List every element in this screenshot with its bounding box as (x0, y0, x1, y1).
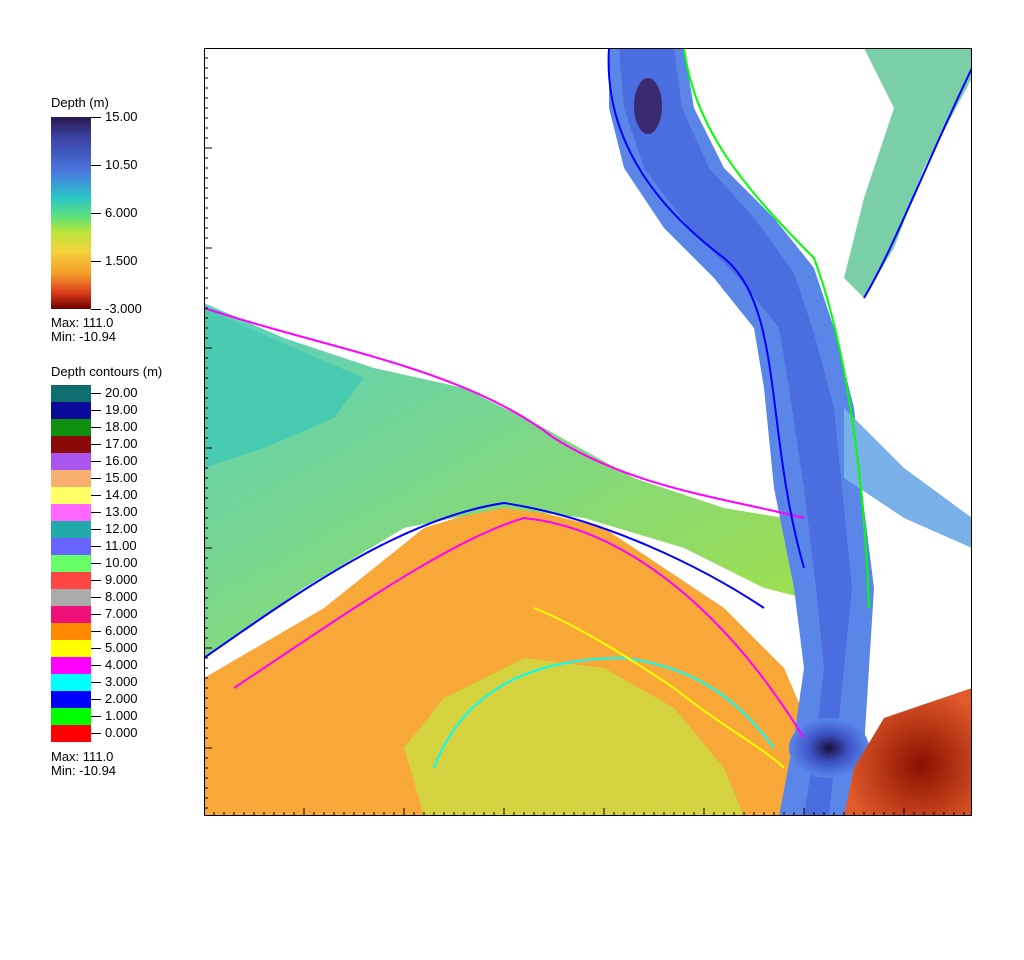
contour-swatch (51, 657, 91, 674)
contour-swatch (51, 589, 91, 606)
contour-label: 8.000 (105, 589, 138, 604)
depth-map-view[interactable] (204, 48, 972, 816)
contour-swatch (51, 470, 91, 487)
contour-label: 1.000 (105, 708, 138, 723)
contour-legend-title: Depth contours (m) (51, 364, 163, 379)
depth-max-label: Max: 111.0 (51, 315, 114, 330)
contour-label: 20.00 (105, 385, 138, 400)
contour-tick-mark (91, 614, 101, 615)
contour-swatch (51, 555, 91, 572)
contour-tick-mark (91, 682, 101, 683)
contour-swatch (51, 453, 91, 470)
contour-swatch (51, 504, 91, 521)
contour-swatch (51, 487, 91, 504)
contour-label: 0.000 (105, 725, 138, 740)
contour-swatch (51, 385, 91, 402)
depth-min-label: Min: -10.94 (51, 329, 117, 344)
contour-label: 6.000 (105, 623, 138, 638)
contour-label: 5.000 (105, 640, 138, 655)
depth-colorbar (51, 117, 91, 309)
contour-swatch (51, 674, 91, 691)
depth-tick-label: 10.50 (105, 157, 138, 172)
depth-tick-label: 15.00 (105, 109, 138, 124)
depth-tick-mark (91, 117, 101, 118)
depth-tick-mark (91, 261, 101, 262)
depth-tick-label: 6.000 (105, 205, 138, 220)
contour-tick-mark (91, 563, 101, 564)
contour-label: 18.00 (105, 419, 138, 434)
contour-label: 19.00 (105, 402, 138, 417)
map-axis-ticks (204, 48, 965, 816)
contour-label: 4.000 (105, 657, 138, 672)
contour-tick-mark (91, 665, 101, 666)
contour-min-label: Min: -10.94 (51, 763, 117, 778)
contour-label: 14.00 (105, 487, 138, 502)
contour-swatch (51, 606, 91, 623)
contour-swatch (51, 708, 91, 725)
contour-tick-mark (91, 410, 101, 411)
contour-label: 16.00 (105, 453, 138, 468)
contour-label: 13.00 (105, 504, 138, 519)
contour-tick-mark (91, 580, 101, 581)
contour-swatch (51, 419, 91, 436)
contour-tick-mark (91, 699, 101, 700)
contour-tick-mark (91, 716, 101, 717)
map-terrain (204, 48, 972, 816)
contour-swatch (51, 402, 91, 419)
contour-label: 15.00 (105, 470, 138, 485)
contour-label: 11.00 (105, 538, 137, 553)
contour-swatch (51, 691, 91, 708)
contour-label: 9.000 (105, 572, 138, 587)
contour-tick-mark (91, 495, 101, 496)
contour-tick-mark (91, 444, 101, 445)
contour-tick-mark (91, 427, 101, 428)
contour-tick-mark (91, 461, 101, 462)
map-frame (204, 48, 972, 816)
contour-swatch (51, 640, 91, 657)
contour-tick-mark (91, 478, 101, 479)
contour-tick-mark (91, 546, 101, 547)
contour-tick-mark (91, 648, 101, 649)
contour-tick-mark (91, 512, 101, 513)
contour-tick-mark (91, 631, 101, 632)
contour-swatch (51, 623, 91, 640)
contour-swatch (51, 725, 91, 742)
contour-swatch (51, 572, 91, 589)
contour-max-label: Max: 111.0 (51, 749, 114, 764)
contour-label: 10.00 (105, 555, 138, 570)
depth-legend-title: Depth (m) (51, 95, 109, 110)
contour-label: 2.000 (105, 691, 138, 706)
depth-tick-mark (91, 309, 101, 310)
contour-swatch (51, 538, 91, 555)
contour-swatch (51, 521, 91, 538)
contour-label: 17.00 (105, 436, 138, 451)
contour-label: 7.000 (105, 606, 138, 621)
depth-tick-mark (91, 165, 101, 166)
contour-label: 3.000 (105, 674, 138, 689)
depth-tick-label: -3.000 (105, 301, 142, 316)
contour-tick-mark (91, 597, 101, 598)
contour-tick-mark (91, 529, 101, 530)
contour-tick-mark (91, 733, 101, 734)
contour-swatch (51, 436, 91, 453)
depth-tick-mark (91, 213, 101, 214)
contour-label: 12.00 (105, 521, 138, 536)
contour-tick-mark (91, 393, 101, 394)
depth-tick-label: 1.500 (105, 253, 138, 268)
